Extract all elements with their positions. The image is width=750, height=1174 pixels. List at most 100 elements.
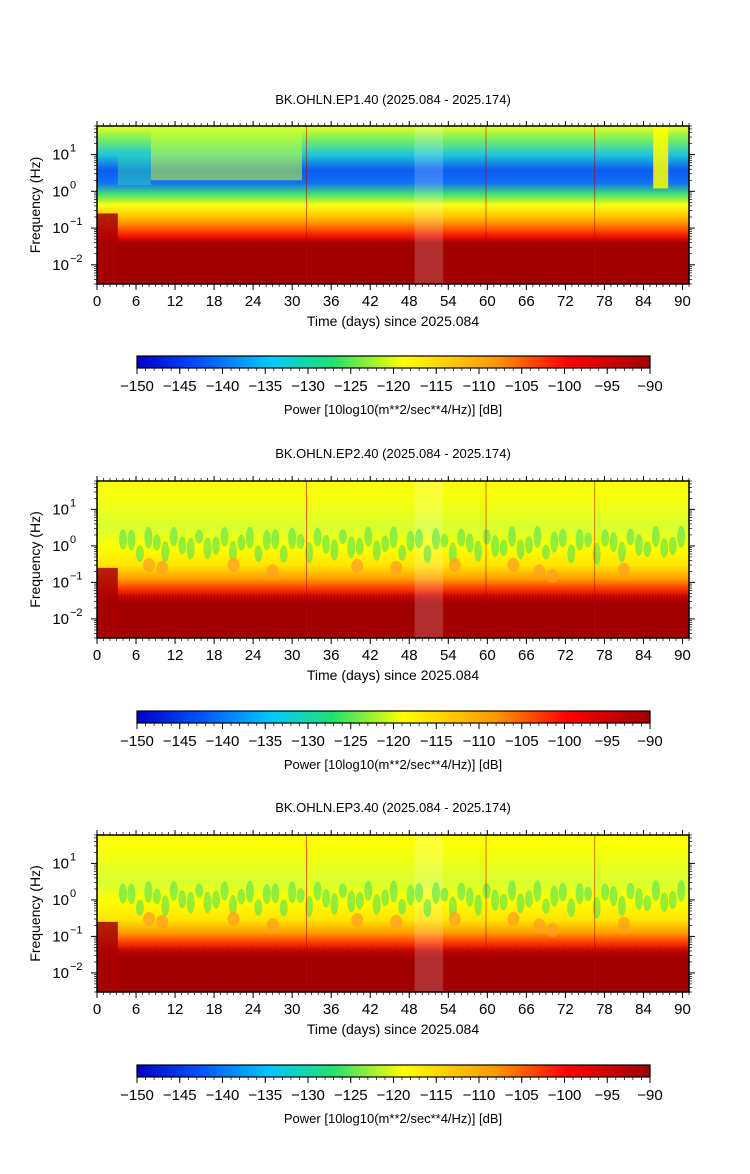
colorbar-tick-label: −100	[548, 1087, 582, 1104]
x-tick-label: 12	[167, 293, 184, 310]
spectrogram-panel-2: BK.OHLN.EP2.40 (2025.084 - 2025.174)0 6 12…	[27, 446, 695, 772]
colorbar-tick-label: −90	[637, 733, 662, 750]
x-tick-label: 84	[635, 1001, 652, 1018]
x-tick-label: 36	[323, 647, 340, 664]
colorbar-tick-label: −135	[248, 1087, 282, 1104]
y-axis-label: Frequency (Hz)	[27, 865, 43, 961]
y-tick-exponent: 0	[70, 179, 76, 191]
x-tick-label: 6	[132, 1001, 140, 1018]
x-tick-label: 48	[401, 1001, 418, 1018]
colorbar-tick-label: −120	[377, 378, 411, 395]
y-tick-exponent: 1	[70, 143, 76, 155]
colorbar-tick-label: −100	[548, 733, 582, 750]
colorbar-tick-label: −110	[463, 1087, 496, 1104]
x-tick-label: 42	[362, 293, 379, 310]
y-tick-exponent: 1	[70, 851, 76, 863]
colorbar-tick-label: −90	[637, 1087, 662, 1104]
x-tick-label: 36	[323, 1001, 340, 1018]
x-tick-label: 66	[518, 647, 535, 664]
x-tick-label: 78	[596, 293, 613, 310]
y-tick-label: 10	[52, 147, 69, 164]
plot-frame	[96, 480, 690, 639]
colorbar-tick-label: −135	[248, 378, 282, 395]
y-tick-exponent: 1	[70, 497, 76, 509]
colorbar-tick-label: −95	[595, 1087, 620, 1104]
y-tick-label: 10	[52, 574, 69, 591]
y-tick-exponent: −2	[70, 961, 83, 973]
y-tick-exponent: 0	[70, 888, 76, 900]
x-tick-label: 90	[674, 647, 691, 664]
x-tick-label: 84	[635, 293, 652, 310]
y-tick-label: 10	[52, 538, 69, 555]
colorbar-label: Power [10log10(m**2/sec**4/Hz)] [dB]	[284, 402, 502, 417]
panel-title: BK.OHLN.EP3.40 (2025.084 - 2025.174)	[275, 800, 511, 815]
y-tick-label: 10	[52, 257, 69, 274]
colorbar-tick-label: −115	[420, 378, 453, 395]
x-tick-label: 72	[557, 1001, 574, 1018]
colorbar-tick-label: −115	[420, 1087, 453, 1104]
colorbar-tick-label: −130	[291, 733, 325, 750]
x-tick-label: 18	[206, 647, 223, 664]
colorbar-tick-label: −150	[120, 733, 154, 750]
x-tick-label: 72	[557, 293, 574, 310]
y-tick-label: 10	[52, 611, 69, 628]
x-tick-label: 72	[557, 647, 574, 664]
x-tick-label: 12	[167, 647, 184, 664]
x-tick-label: 24	[245, 293, 262, 310]
x-tick-label: 90	[674, 1001, 691, 1018]
colorbar-tick-label: −140	[206, 733, 240, 750]
x-tick-label: 42	[362, 647, 379, 664]
x-tick-label: 78	[596, 647, 613, 664]
spectrogram-image	[97, 835, 689, 992]
x-tick-label: 30	[284, 647, 301, 664]
colorbar-tick-label: −130	[291, 378, 325, 395]
colorbar-tick-label: −105	[505, 733, 539, 750]
x-axis: 0 6 12 18 24 30 36 42 48 54 60 66 72 78 84 90	[93, 830, 691, 1018]
x-tick-label: 30	[284, 1001, 301, 1018]
colorbar-tick-label: −125	[334, 1087, 368, 1104]
x-tick-label: 12	[167, 1001, 184, 1018]
x-axis: 0 6 12 18 24 30 36 42 48 54 60 66 72 78 84 90	[93, 476, 691, 664]
colorbar-tick-label: −145	[163, 1087, 197, 1104]
y-tick-exponent: −1	[70, 216, 83, 228]
y-axis-label: Frequency (Hz)	[27, 157, 43, 253]
x-tick-label: 24	[245, 1001, 262, 1018]
colorbar-tick-label: −120	[377, 733, 411, 750]
colorbar-tick-label: −150	[120, 378, 154, 395]
y-tick-label: 10	[52, 855, 69, 872]
y-tick-exponent: −2	[70, 607, 83, 619]
colorbar-tick-label: −120	[377, 1087, 411, 1104]
colorbar-tick-label: −115	[420, 733, 453, 750]
y-tick-label: 10	[52, 501, 69, 518]
x-tick-label: 48	[401, 647, 418, 664]
x-tick-label: 66	[518, 1001, 535, 1018]
x-tick-label: 30	[284, 293, 301, 310]
x-tick-label: 90	[674, 293, 691, 310]
x-tick-label: 54	[440, 647, 457, 664]
colorbar-tick-label: −150	[120, 1087, 154, 1104]
y-tick-label: 10	[52, 928, 69, 945]
colorbar-tick-label: −90	[637, 378, 662, 395]
y-tick-exponent: −1	[70, 924, 83, 936]
y-axis-label: Frequency (Hz)	[27, 511, 43, 607]
colorbar: −150 −145 −140 −135 −130 −125 −120 −115 −110 −105…	[120, 710, 663, 772]
x-tick-label: 84	[635, 647, 652, 664]
colorbar-label: Power [10log10(m**2/sec**4/Hz)] [dB]	[284, 757, 502, 772]
x-tick-label: 18	[206, 1001, 223, 1018]
colorbar: −150 −145 −140 −135 −130 −125 −120 −115 −110 −105…	[120, 1064, 663, 1126]
x-tick-label: 6	[132, 293, 140, 310]
x-tick-label: 54	[440, 293, 457, 310]
x-tick-label: 60	[479, 1001, 496, 1018]
x-tick-label: 60	[479, 293, 496, 310]
colorbar-tick-label: −105	[505, 1087, 539, 1104]
plot-frame	[96, 834, 690, 993]
y-tick-exponent: −1	[70, 570, 83, 582]
plot-frame	[96, 125, 690, 285]
colorbar-tick-label: −100	[548, 378, 582, 395]
colorbar-tick-label: −105	[505, 378, 539, 395]
y-tick-label: 10	[52, 892, 69, 909]
colorbar-tick-label: −140	[206, 1087, 240, 1104]
spectrogram-panel-1: BK.OHLN.EP1.40 (2025.084 - 2025.174)0 6 12…	[27, 92, 695, 417]
x-axis: 0 6 12 18 24 30 36 42 48 54 60 66 72 78 84 90	[93, 121, 691, 310]
